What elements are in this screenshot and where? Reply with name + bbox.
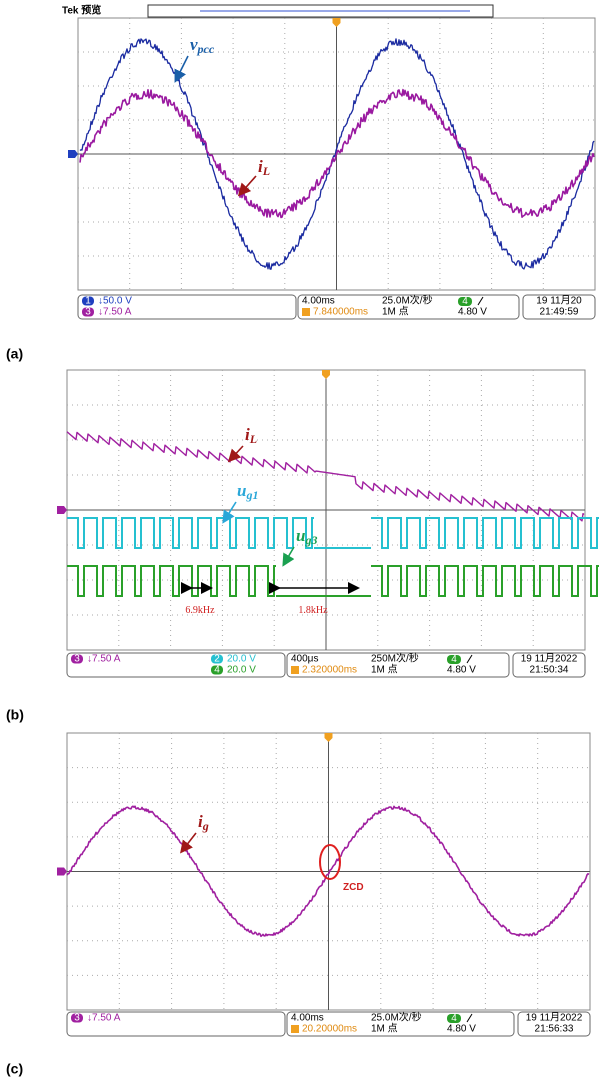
record-length: 1M 点 [371,664,398,676]
record-length: 1M 点 [371,1023,398,1035]
sample-rate: 25.0M次/秒 [371,1011,422,1024]
time-scale: 4.00ms [291,1013,324,1024]
channel-scale: ↓50.0 V [98,296,132,307]
channel-number: 4 [214,665,220,676]
trigger-channel: 4 [451,654,457,665]
figure: Tek 预览vpcciL1↓50.0 V3↓7.50 A4.00ms25.0M次… [0,0,604,1084]
annotation-sub: pcc [197,42,215,56]
clock: 21:50:34 [530,665,569,676]
channel-scale: ↓7.50 A [98,307,132,318]
channel-number: 2 [214,654,220,665]
date: 19 11月2022 [521,653,578,665]
channel-scale: 20.0 V [227,654,256,665]
clock: 21:49:59 [540,307,579,318]
channel-number: 3 [85,307,91,318]
page: Tek 预览vpcciL1↓50.0 V3↓7.50 A4.00ms25.0M次… [0,0,604,1084]
header: Tek 预览 [62,4,101,17]
sample-rate: 25.0M次/秒 [382,294,433,307]
channel-marker [57,868,67,876]
annotation-text: u [296,526,305,545]
trigger-position: 20.20000ms [302,1024,357,1035]
annotation: ZCD [343,882,364,893]
channel-scale: 20.0 V [227,665,256,676]
record-length: 1M 点 [382,306,409,318]
annotation-sub: g [202,819,209,833]
channel-marker [57,506,67,514]
annotation-sub: g1 [245,488,258,502]
annotation-text: ZCD [343,882,364,893]
trigger-level: 4.80 V [447,665,476,676]
annotation-text: 6.9kHz [185,605,215,616]
trigger-icon [302,308,310,316]
trigger-icon [291,1025,299,1033]
annotation-sub: g3 [304,533,317,547]
annotation: 1.8kHz [298,605,328,616]
trigger-level: 4.80 V [458,307,487,318]
trigger-channel: 4 [451,1013,457,1024]
panel-label: (b) [6,707,24,723]
time-scale: 400μs [291,654,318,665]
sample-rate: 250M次/秒 [371,652,419,665]
annotation-sub: L [262,164,270,178]
date: 19 11月2022 [526,1012,583,1024]
clock: 21:56:33 [535,1024,574,1035]
annotation-sub: L [249,432,257,446]
channel-scale: ↓7.50 A [87,654,121,665]
date: 19 11月20 [536,295,582,307]
trigger-channel: 4 [462,296,468,307]
annotation: 6.9kHz [185,605,215,616]
trigger-position: 7.840000ms [313,307,368,318]
trigger-level: 4.80 V [447,1024,476,1035]
channel-number: 3 [74,654,80,665]
annotation-text: 1.8kHz [298,605,328,616]
trigger-position: 2.320000ms [302,665,357,676]
channel-number: 3 [74,1013,80,1024]
panel-label: (c) [6,1061,23,1077]
time-scale: 4.00ms [302,296,335,307]
panel-label: (a) [6,346,23,362]
channel-scale: ↓7.50 A [87,1013,121,1024]
annotation-text: u [237,481,246,500]
channel-number: 1 [85,296,91,307]
channel-marker [68,150,78,158]
trigger-icon [291,666,299,674]
